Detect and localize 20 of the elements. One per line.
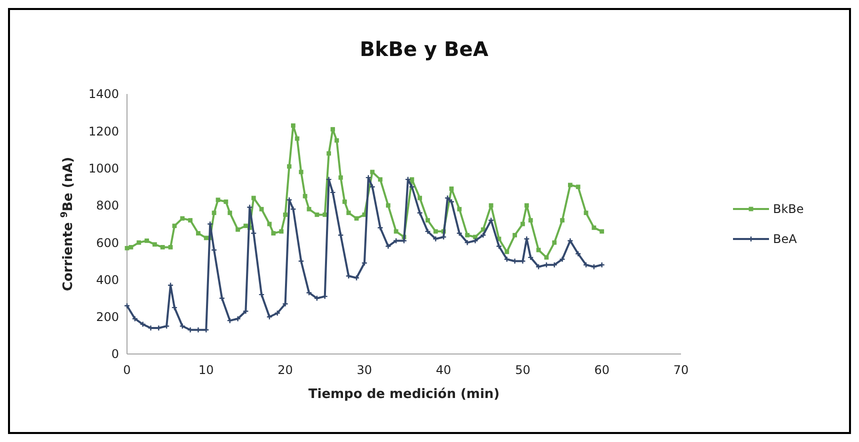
x-tick-label: 70 [673, 363, 689, 377]
y-tick-label: 1200 [88, 124, 119, 138]
chart-title: BkBe y BeA [360, 37, 489, 61]
x-tick-label: 50 [515, 363, 530, 377]
x-tick-label: 10 [198, 363, 214, 377]
x-tick-label: 20 [278, 363, 293, 377]
x-tick-label: 40 [436, 363, 452, 377]
y-tick-label: 0 [111, 347, 119, 362]
legend-label: BkBe [773, 202, 804, 216]
x-tick-label: 0 [123, 363, 131, 377]
x-tick-label: 60 [594, 363, 610, 377]
x-axis-title: Tiempo de medición (min) [308, 387, 500, 402]
y-tick-label: 400 [96, 272, 119, 287]
legend-label: BeA [773, 232, 798, 246]
y-tick-label: 800 [96, 198, 119, 213]
y-tick-label: 1000 [88, 161, 119, 176]
y-tick-label: 1400 [88, 87, 119, 102]
y-tick-label: 200 [96, 310, 119, 324]
x-tick-label: 30 [356, 363, 372, 377]
y-tick-label: 600 [96, 236, 119, 250]
